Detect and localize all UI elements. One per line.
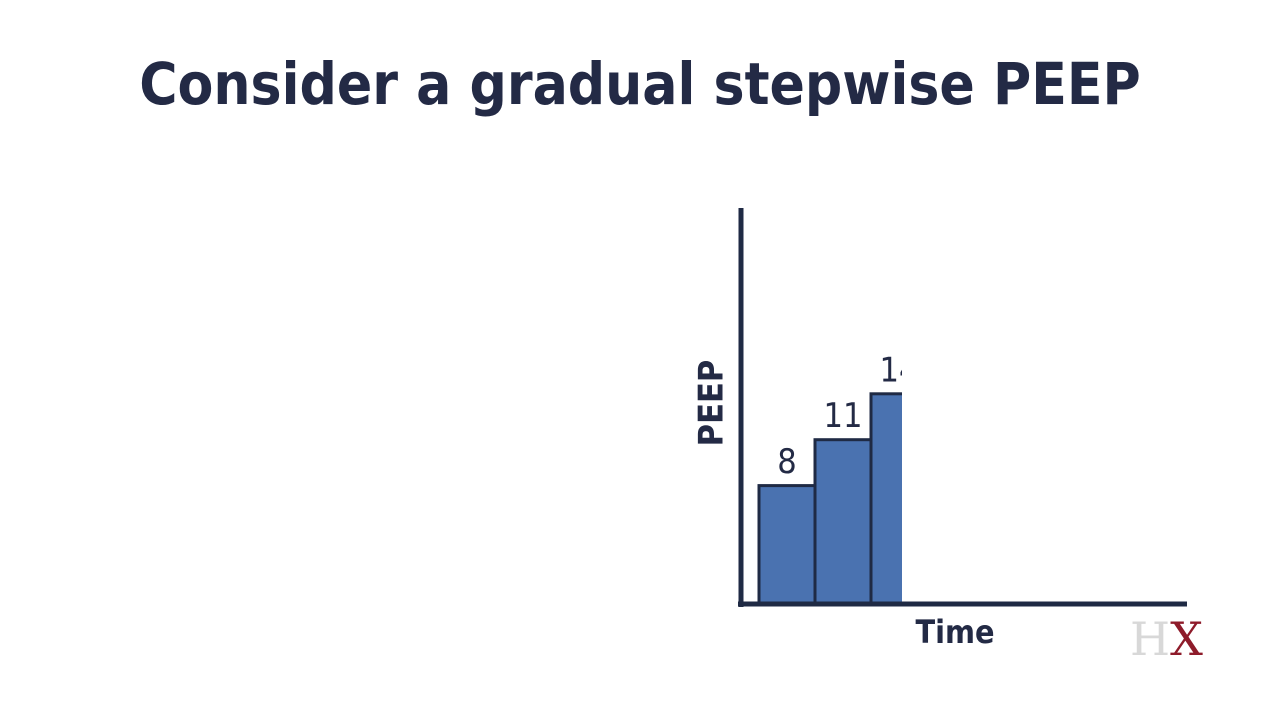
logo: HX xyxy=(1130,612,1203,666)
bar xyxy=(869,392,902,606)
logo-h: H xyxy=(1130,612,1170,666)
bars: 8 11 14 xyxy=(757,350,919,606)
bar-value-label: 8 xyxy=(777,442,796,482)
bar xyxy=(757,484,817,606)
slide-title: Consider a gradual stepwise PEEP xyxy=(139,50,1141,118)
bar-value-label: 14 xyxy=(880,350,919,390)
x-axis-label: Time xyxy=(915,613,994,651)
logo-x: X xyxy=(1170,612,1203,666)
y-axis-label: PEEP xyxy=(692,360,732,447)
bar xyxy=(813,438,873,606)
bar-value-label: 11 xyxy=(824,396,863,436)
